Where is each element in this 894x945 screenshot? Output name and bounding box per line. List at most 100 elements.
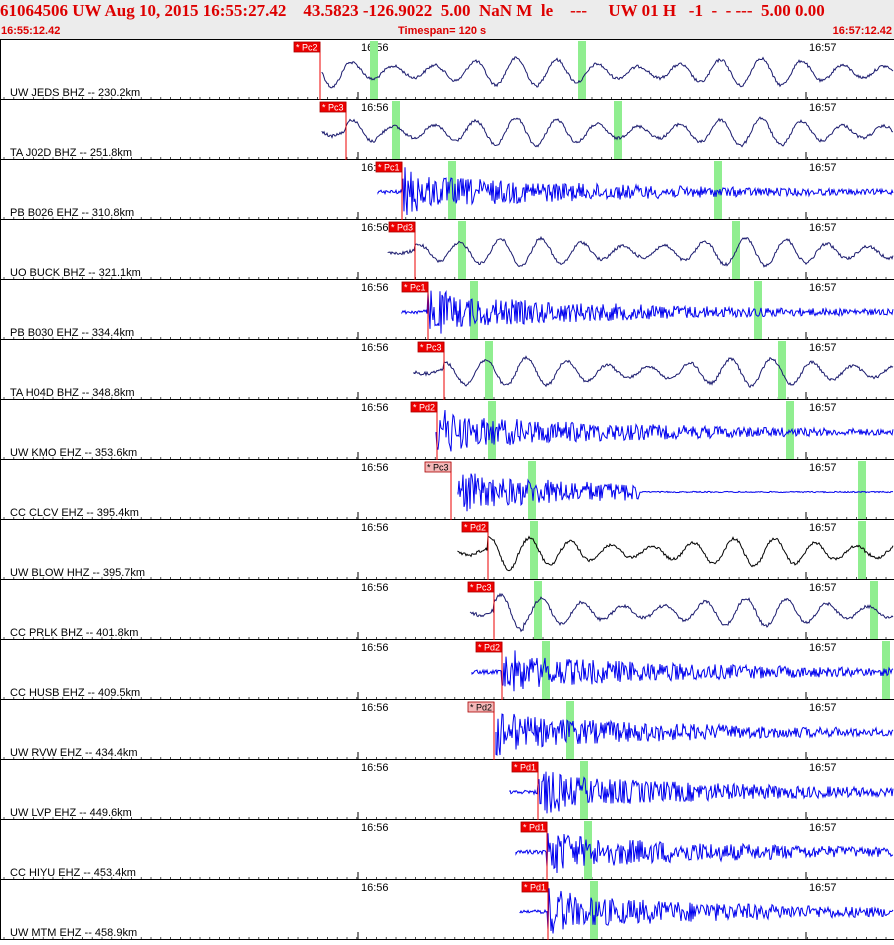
station-label: UW KMO EHZ -- 353.6km — [10, 447, 137, 459]
pick-label: * Pd1 — [514, 763, 536, 773]
pick-flag[interactable] — [467, 701, 495, 713]
trace-panel[interactable]: 16:56 16:57 * Pc3 TA J02D BHZ -- 251.8km — [0, 100, 894, 160]
s-phase-marker[interactable] — [485, 341, 493, 399]
pick-flag[interactable] — [424, 461, 452, 473]
trace-panel[interactable]: 16:56 16:57 * Pc3 CC CLCV EHZ -- 395.4km — [0, 460, 894, 520]
station-label: TA J02D BHZ -- 251.8km — [10, 147, 132, 159]
trace-panel[interactable]: 16:56 16:57 * Pd2 UW RVW EHZ -- 434.4km — [0, 700, 894, 760]
s-phase-marker[interactable] — [778, 341, 786, 399]
s-phase-marker[interactable] — [870, 581, 878, 639]
end-time-label: 16:57:12.42 — [832, 25, 892, 37]
pick-label: * Pc3 — [420, 343, 442, 353]
minute-label: 16:57 — [809, 522, 837, 534]
pick-flag[interactable] — [375, 161, 403, 173]
pick-label: * Pc1 — [378, 163, 400, 173]
waveform — [509, 771, 894, 814]
minute-label: 16:57 — [809, 222, 837, 234]
s-phase-marker[interactable] — [448, 161, 456, 219]
waveform — [519, 888, 894, 934]
pick-flag[interactable] — [293, 41, 321, 53]
trace-panel[interactable]: 16:56 16:57 * Pd2 UW BLOW HHZ -- 395.7km — [0, 520, 894, 580]
minute-label: 16:57 — [809, 882, 837, 894]
minute-label: 16:57 — [809, 402, 837, 414]
timespan-label: Timespan= 120 s — [398, 25, 487, 37]
minute-label: 16:57 — [809, 582, 837, 594]
s-phase-marker[interactable] — [590, 881, 598, 939]
trace-panel[interactable]: 16:56 16:57 * Pd1 CC HIYU EHZ -- 453.4km — [0, 820, 894, 880]
minute-label: 16:56 — [361, 702, 389, 714]
pick-flag[interactable] — [388, 221, 416, 233]
station-label: UW LVP EHZ -- 449.6km — [10, 807, 132, 819]
s-phase-marker[interactable] — [566, 701, 574, 759]
station-label: UW BLOW HHZ -- 395.7km — [10, 567, 145, 579]
s-phase-marker[interactable] — [370, 41, 378, 99]
s-phase-marker[interactable] — [584, 821, 592, 879]
minute-label: 16:57 — [809, 42, 837, 54]
trace-panel[interactable]: 16:56 16:57 * Pd2 UW KMO EHZ -- 353.6km — [0, 400, 894, 460]
s-phase-marker[interactable] — [530, 521, 538, 579]
pick-flag[interactable] — [417, 341, 445, 353]
station-label: UW JEDS BHZ -- 230.2km — [10, 87, 140, 99]
minute-label: 16:57 — [809, 462, 837, 474]
station-label: CC PRLK BHZ -- 401.8km — [10, 627, 138, 639]
s-phase-marker[interactable] — [580, 761, 588, 819]
pick-flag[interactable] — [475, 641, 503, 653]
pick-flag[interactable] — [467, 581, 495, 593]
minute-label: 16:57 — [809, 162, 837, 174]
pick-label: * Pc3 — [427, 463, 449, 473]
station-label: PB B030 EHZ -- 334.4km — [10, 327, 134, 339]
s-phase-marker[interactable] — [754, 281, 762, 339]
minute-label: 16:56 — [361, 102, 389, 114]
minute-label: 16:57 — [809, 642, 837, 654]
pick-label: * Pd2 — [413, 403, 435, 413]
minute-label: 16:56 — [361, 522, 389, 534]
pick-label: * Pd2 — [478, 643, 500, 653]
waveform — [413, 355, 894, 389]
pick-flag[interactable] — [319, 101, 347, 113]
s-phase-marker[interactable] — [732, 221, 740, 279]
s-phase-marker[interactable] — [392, 101, 400, 159]
pick-flag[interactable] — [401, 281, 429, 293]
s-phase-marker[interactable] — [458, 221, 466, 279]
s-phase-marker[interactable] — [714, 161, 722, 219]
minute-label: 16:57 — [809, 342, 837, 354]
s-phase-marker[interactable] — [786, 401, 794, 459]
s-phase-marker[interactable] — [614, 101, 622, 159]
station-label: UW RVW EHZ -- 434.4km — [10, 747, 138, 759]
trace-panel[interactable]: 16:56 16:57 * Pd1 UW MTM EHZ -- 458.9km — [0, 880, 894, 940]
s-phase-marker[interactable] — [858, 521, 866, 579]
s-phase-marker[interactable] — [858, 461, 866, 519]
pick-flag[interactable] — [461, 521, 489, 533]
pick-label: * Pd3 — [391, 223, 413, 233]
seismogram-panel-stack[interactable]: 16:56 16:57 * Pc2 UW JEDS BHZ -- 230.2km 16:… — [0, 40, 894, 940]
waveform — [469, 592, 894, 633]
waveform — [457, 535, 894, 572]
trace-panel[interactable]: 16:56 16:57 * Pd1 UW LVP EHZ -- 449.6km — [0, 760, 894, 820]
minute-label: 16:56 — [361, 882, 389, 894]
pick-label: * Pc2 — [296, 43, 318, 53]
trace-panel[interactable]: 16:56 16:57 * Pd2 CC HUSB EHZ -- 409.5km — [0, 640, 894, 700]
minute-label: 16:56 — [361, 282, 389, 294]
waveform — [495, 713, 894, 756]
trace-panel[interactable]: 16:56 16:57 * Pc3 CC PRLK BHZ -- 401.8km — [0, 580, 894, 640]
event-title: 61064506 UW Aug 10, 2015 16:55:27.42 43.… — [0, 1, 825, 20]
trace-panel[interactable]: 16:56 16:57 * Pc1 PB B030 EHZ -- 334.4km — [0, 280, 894, 340]
pick-flag[interactable] — [410, 401, 438, 413]
s-phase-marker[interactable] — [470, 281, 478, 339]
s-phase-marker[interactable] — [534, 581, 542, 639]
minute-label: 16:56 — [361, 222, 389, 234]
trace-panel[interactable]: 16:56 16:57 * Pd3 UO BUCK BHZ -- 321.1km — [0, 220, 894, 280]
minute-label: 16:57 — [809, 102, 837, 114]
pick-flag[interactable] — [520, 821, 548, 833]
trace-panel[interactable]: 16:56 16:57 * Pc3 TA H04D BHZ -- 348.8km — [0, 340, 894, 400]
s-phase-marker[interactable] — [578, 41, 586, 99]
minute-label: 16:56 — [361, 822, 389, 834]
s-phase-marker[interactable] — [488, 401, 496, 459]
station-label: PB B026 EHZ -- 310.8km — [10, 207, 134, 219]
waveform — [515, 833, 894, 874]
seismogram-canvas[interactable]: 16:56 16:57 * Pc2 UW JEDS BHZ -- 230.2km 16:… — [0, 40, 894, 940]
pick-flag[interactable] — [521, 881, 549, 893]
pick-flag[interactable] — [511, 761, 539, 773]
